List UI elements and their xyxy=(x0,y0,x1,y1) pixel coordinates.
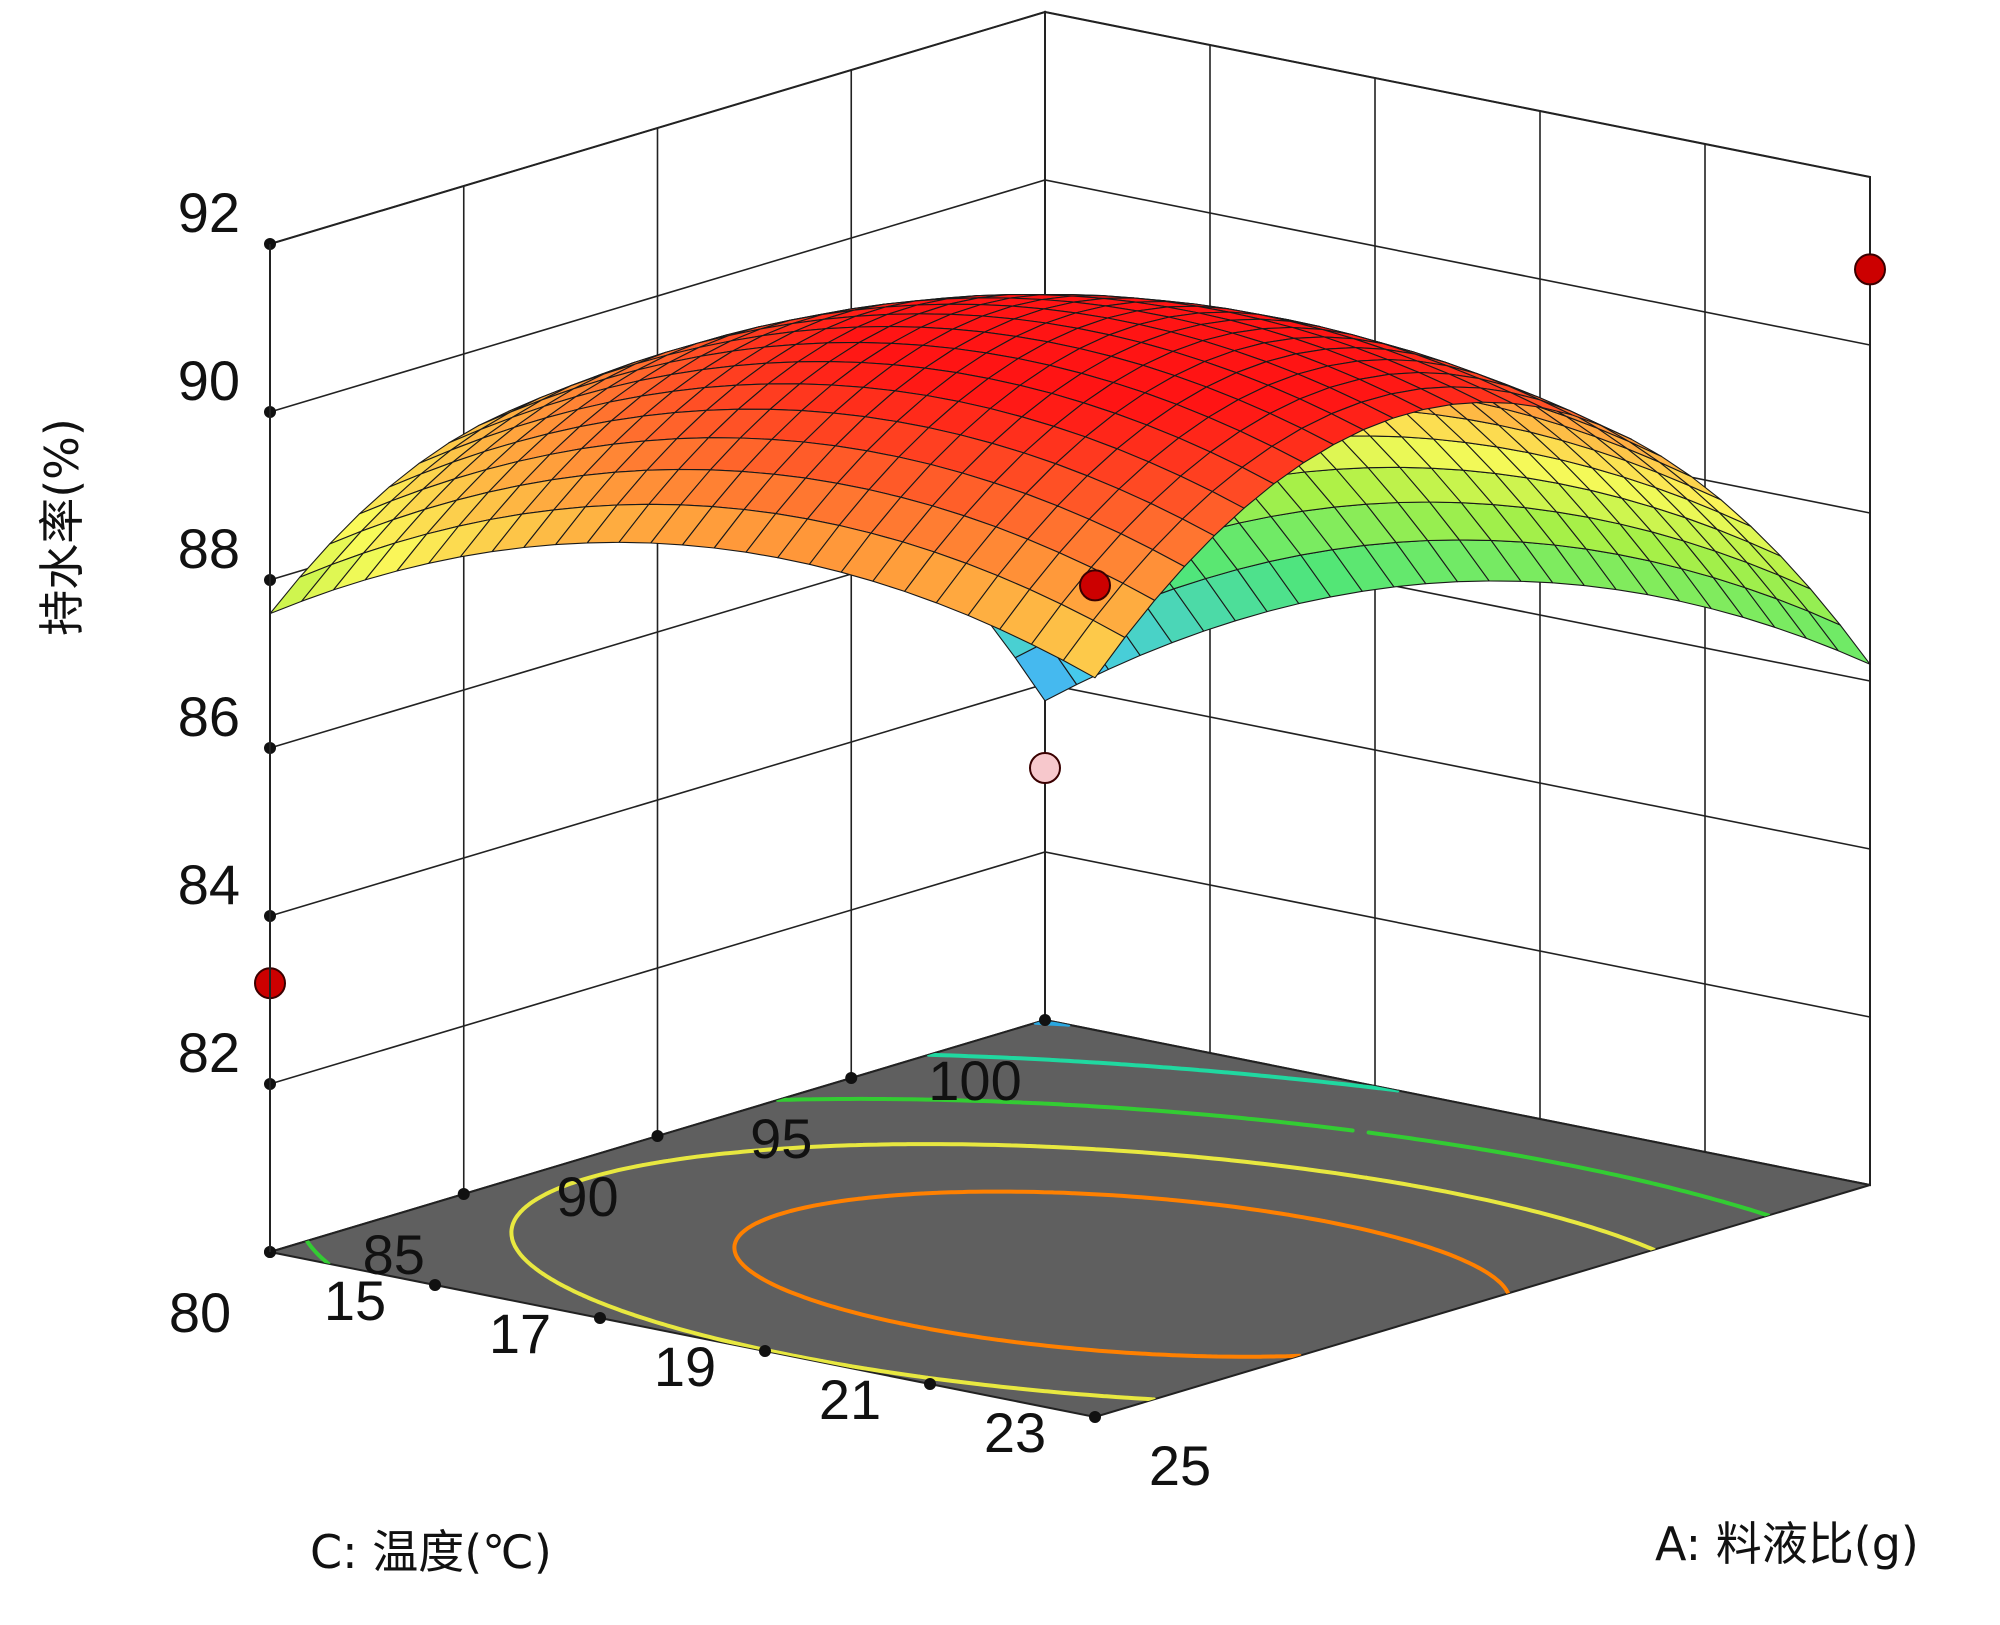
a-tick-label: 25 xyxy=(1149,1434,1211,1497)
x-axis-title: A: 料液比(g) xyxy=(1655,1517,1919,1571)
axis-ticks xyxy=(264,238,1101,1423)
response-surface xyxy=(269,293,1871,702)
c-tick-label: 80 xyxy=(169,1281,231,1344)
y-axis-title: C: 温度(℃) xyxy=(310,1525,552,1579)
a-tick xyxy=(759,1345,771,1357)
z-tick-label: 90 xyxy=(178,349,240,412)
c-tick xyxy=(1039,1014,1051,1026)
surface-cell xyxy=(1062,619,1126,679)
contour-line xyxy=(305,1096,1771,1266)
z-tick-label: 88 xyxy=(178,517,240,580)
a-tick xyxy=(924,1378,936,1390)
c-tick-label: 85 xyxy=(363,1223,425,1286)
c-tick-label: 90 xyxy=(556,1165,618,1228)
c-tick-label: 100 xyxy=(928,1049,1021,1112)
z-axis-title: 持水率(%) xyxy=(35,418,89,636)
a-tick xyxy=(1089,1411,1101,1423)
c-tick xyxy=(457,1188,470,1200)
c-tick xyxy=(651,1130,664,1142)
a-tick-label: 15 xyxy=(324,1269,386,1332)
c-tick xyxy=(845,1072,858,1084)
c-tick-label: 95 xyxy=(750,1107,812,1170)
z-tick-label: 82 xyxy=(178,1021,240,1084)
axis-tick-labels: 82 84 86 88 90 92 80 85 90 95 100 15 17 19 21 23 25 xyxy=(169,181,1211,1497)
a-tick-label: 19 xyxy=(654,1335,716,1398)
a-tick xyxy=(594,1312,606,1324)
z-tick-label: 92 xyxy=(178,181,240,244)
contour-line xyxy=(732,1189,1511,1359)
contour-line xyxy=(926,1052,1400,1093)
design-point xyxy=(1079,569,1111,602)
z-tick-label: 84 xyxy=(178,853,240,916)
a-tick-label: 17 xyxy=(489,1302,551,1365)
design-points xyxy=(254,253,1886,1000)
contour-lines xyxy=(305,1020,1771,1402)
design-point xyxy=(1854,253,1886,286)
z-gridline xyxy=(269,683,1871,917)
design-point xyxy=(1029,752,1061,784)
a-tick-label: 23 xyxy=(984,1401,1046,1464)
a-tick-label: 21 xyxy=(819,1368,881,1431)
z-tick-label: 86 xyxy=(178,685,240,748)
a-tick xyxy=(429,1279,441,1291)
